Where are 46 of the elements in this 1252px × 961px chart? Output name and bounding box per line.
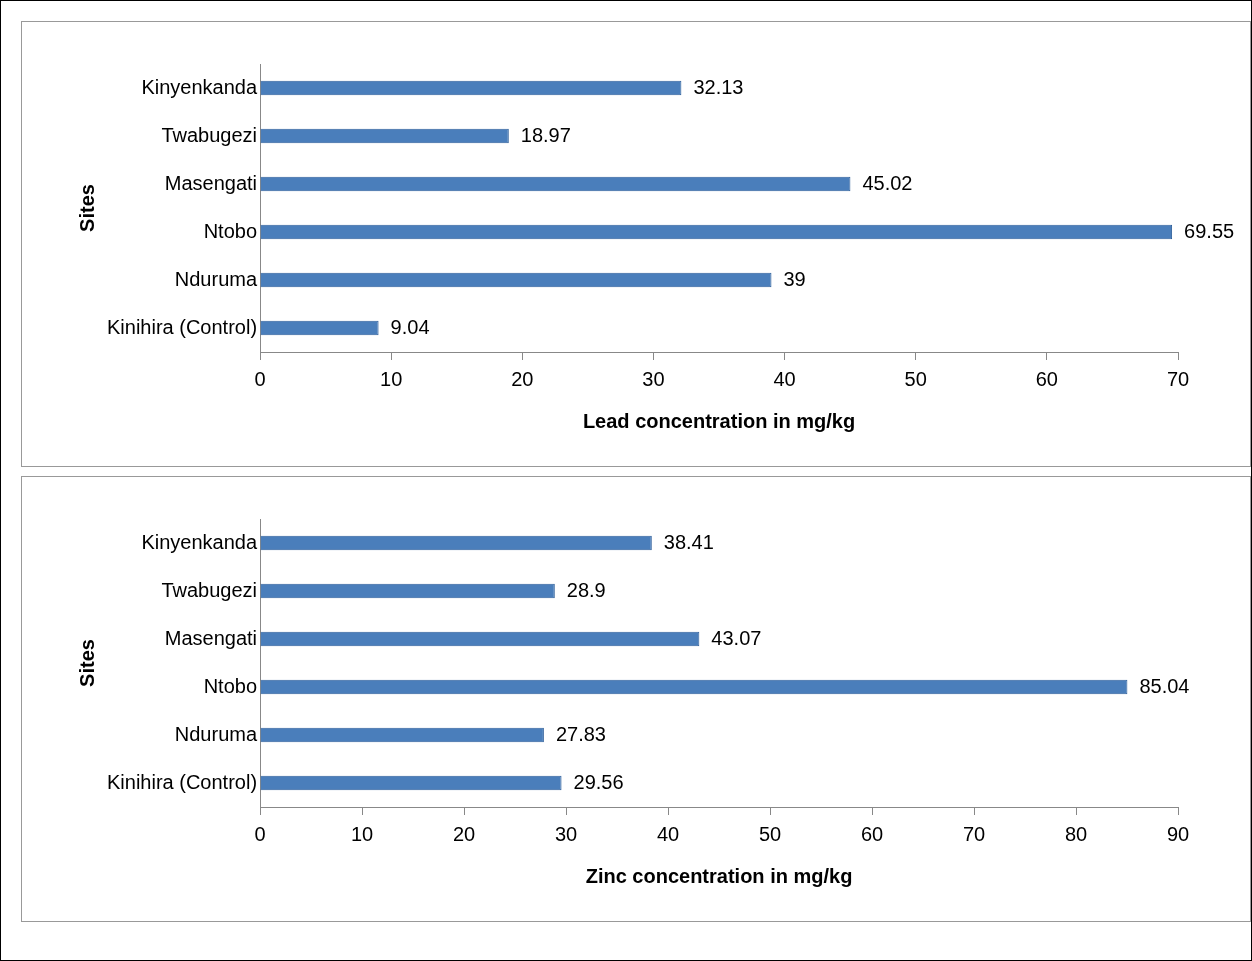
data-label: 27.83 — [555, 722, 606, 745]
x-tick-label: 0 — [254, 367, 266, 390]
data-label: 29.56 — [573, 770, 624, 793]
y-axis-title: Sites — [75, 639, 98, 687]
y-tick-label: Kinihira (Control) — [106, 770, 258, 793]
y-tick-label: Ntobo — [203, 219, 258, 242]
data-label: 85.04 — [1139, 674, 1190, 697]
y-tick-label: Nduruma — [174, 722, 258, 745]
x-tick-label: 10 — [350, 822, 374, 845]
data-label: 69.55 — [1184, 219, 1235, 242]
y-axis-title: Sites — [75, 184, 98, 232]
y-tick-label: Twabugezi — [161, 123, 258, 146]
x-tick-label: 50 — [758, 822, 782, 845]
y-tick-label: Twabugezi — [161, 578, 258, 601]
data-label: 18.97 — [520, 123, 571, 146]
x-tick-label: 80 — [1064, 822, 1088, 845]
x-tick-label: 60 — [1035, 367, 1058, 390]
x-tick-label: 70 — [962, 822, 986, 845]
x-tick-label: 40 — [656, 822, 680, 845]
data-label: 28.9 — [566, 578, 606, 601]
x-tick-label: 20 — [452, 822, 476, 845]
y-tick-label: Ntobo — [203, 674, 258, 697]
y-tick-label: Kinyenkanda — [141, 530, 258, 553]
y-tick-label: Nduruma — [174, 267, 258, 290]
x-tick-label: 0 — [254, 822, 266, 845]
data-label: 32.13 — [693, 75, 744, 98]
y-tick-label: Masengati — [164, 171, 258, 194]
y-tick-label: Kinihira (Control) — [106, 315, 258, 338]
data-label: 45.02 — [862, 171, 913, 194]
x-tick-label: 60 — [860, 822, 884, 845]
x-tick-label: 90 — [1166, 822, 1190, 845]
data-label: 38.41 — [663, 530, 714, 553]
y-tick-label: Masengati — [164, 626, 258, 649]
x-tick-label: 30 — [554, 822, 578, 845]
data-label: 9.04 — [390, 315, 430, 338]
x-tick-label: 30 — [642, 367, 665, 390]
data-label: 39 — [783, 267, 806, 290]
y-tick-label: Kinyenkanda — [141, 75, 258, 98]
x-axis-title: Zinc concentration in mg/kg — [585, 864, 853, 887]
x-axis-title: Lead concentration in mg/kg — [582, 409, 856, 432]
data-label: 43.07 — [711, 626, 762, 649]
x-tick-label: 10 — [380, 367, 403, 390]
x-tick-label: 50 — [904, 367, 927, 390]
x-tick-label: 40 — [773, 367, 796, 390]
x-tick-label: 70 — [1166, 367, 1190, 390]
x-tick-label: 20 — [511, 367, 534, 390]
